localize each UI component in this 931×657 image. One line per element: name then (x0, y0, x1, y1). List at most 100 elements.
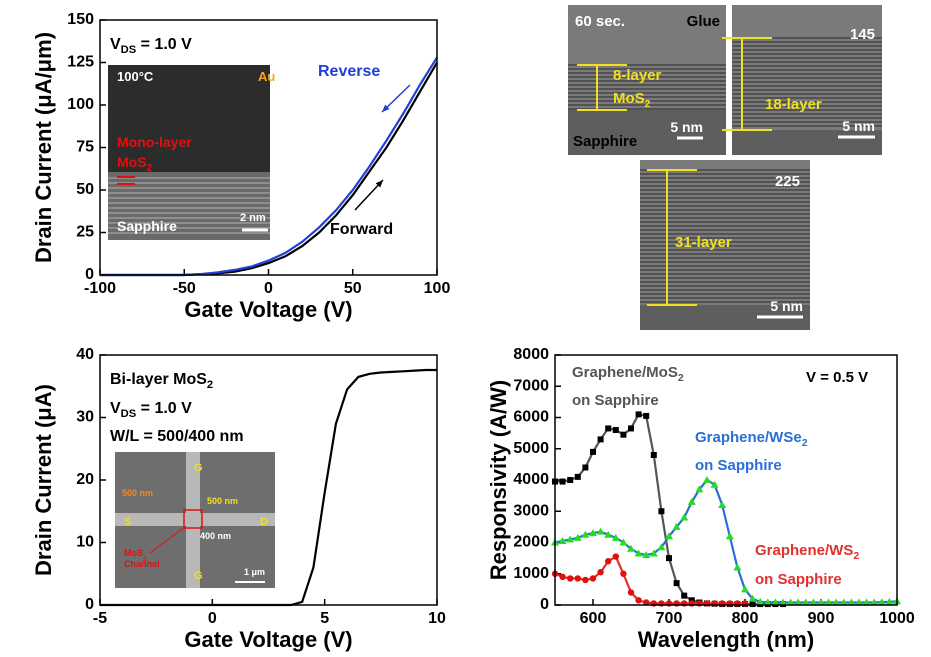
annotation-part: 31-layer (675, 234, 732, 251)
x-tick-label: 700 (656, 610, 683, 627)
x-tick-label: 800 (732, 610, 759, 627)
y-tick-label: 0 (85, 266, 94, 283)
marker (649, 549, 658, 557)
marker (567, 575, 574, 582)
annotation: S (124, 516, 131, 528)
x-tick-label: 100 (424, 280, 451, 297)
x-tick-label: 1000 (879, 610, 915, 627)
marker (703, 476, 711, 483)
x-axis-title: Gate Voltage (V) (184, 297, 352, 322)
marker (612, 427, 619, 433)
marker (756, 597, 765, 605)
annotation: 1 μm (244, 567, 265, 577)
y-tick-label: 100 (67, 96, 94, 113)
annotation: on Sapphire (572, 392, 659, 409)
marker (817, 598, 825, 606)
y-tick-label: 1000 (513, 565, 549, 582)
annotation: 5 nm (770, 298, 803, 314)
y-tick-label: 125 (67, 54, 94, 71)
inset-electrode (115, 513, 275, 526)
x-tick-label: 50 (344, 280, 362, 297)
annotation-part: D (260, 516, 268, 528)
y-tick-label: 50 (76, 181, 94, 198)
annotation-part: DS (121, 44, 137, 56)
x-tick-label: 0 (208, 610, 217, 627)
y-tick-label: 40 (76, 346, 94, 363)
annotation: Channel (124, 559, 160, 569)
annotation: MoS2 (117, 154, 153, 174)
annotation-part: S (124, 516, 131, 528)
annotation: 500 nm (122, 488, 153, 498)
marker (573, 533, 582, 541)
marker (687, 497, 696, 505)
marker (847, 598, 856, 606)
marker (611, 533, 620, 541)
marker (870, 598, 879, 606)
tem-substrate (732, 130, 882, 155)
x-tick-label: 10 (428, 610, 446, 627)
annotation-part: 2 (147, 163, 153, 174)
annotation-part: Graphene/MoS (572, 364, 678, 381)
y-tick-label: 0 (85, 596, 94, 613)
annotation-part: 225 (775, 173, 800, 190)
annotation-part: Sapphire (117, 218, 177, 234)
annotation: 8-layer (613, 67, 662, 84)
marker (589, 575, 597, 582)
marker (673, 580, 680, 587)
y-tick-label: 8000 (513, 346, 549, 363)
annotation: 145 (850, 26, 875, 43)
marker (885, 597, 894, 605)
y-tick-label: 4000 (513, 471, 549, 488)
plot-frame (99, 354, 438, 606)
annotation-part: Channel (124, 559, 160, 569)
marker (628, 425, 634, 432)
annotation-part: 8-layer (613, 67, 662, 84)
y-tick-label: 7000 (513, 377, 549, 394)
annotation-part: Mono-layer (117, 134, 192, 150)
annotation: 500 nm (207, 496, 238, 506)
marker (582, 576, 589, 584)
marker (559, 478, 566, 485)
x-tick-label: 600 (580, 610, 607, 627)
marker (574, 473, 581, 480)
marker (590, 448, 596, 455)
marker (635, 597, 642, 604)
x-tick-label: 900 (808, 610, 835, 627)
inset-pointer (149, 525, 187, 554)
annotation: 5 nm (842, 118, 875, 134)
annotation: on Sapphire (695, 457, 782, 474)
annotation-part: 2 (678, 372, 684, 384)
marker (839, 598, 848, 606)
annotation-part: 500 nm (207, 496, 238, 506)
annotation: 60 sec. (575, 13, 625, 30)
annotation: on Sapphire (755, 571, 842, 588)
series-line (554, 478, 898, 604)
annotation: Graphene/WS2 (755, 542, 859, 562)
tem-substrate (568, 110, 726, 155)
annotation-part: V (110, 400, 121, 417)
marker (612, 553, 619, 560)
annotation-part: Reverse (318, 63, 380, 80)
y-tick-label: 25 (76, 224, 94, 241)
annotation: W/L = 500/400 nm (110, 428, 244, 445)
y-tick-label: 6000 (513, 409, 549, 426)
marker (733, 563, 742, 571)
marker (658, 508, 665, 515)
annotation: Forward (330, 221, 393, 238)
annotation-part: 400 nm (200, 531, 231, 541)
annotation-part: Glue (687, 13, 720, 30)
annotation-part: 2 nm (240, 212, 266, 224)
annotation-part: G (194, 462, 203, 474)
marker (681, 592, 688, 599)
annotation: VDS = 1.0 V (110, 36, 192, 56)
annotation: Sapphire (117, 218, 177, 234)
annotation-part: 18-layer (765, 96, 822, 113)
annotation-part: = 1.0 V (136, 36, 192, 53)
annotation: 400 nm (200, 531, 231, 541)
y-tick-label: 2000 (513, 534, 549, 551)
annotation-part: on Sapphire (572, 392, 659, 409)
marker (771, 598, 780, 606)
annotation: MoS2 (613, 90, 651, 110)
annotation-part: = 1.0 V (136, 400, 192, 417)
marker (809, 598, 818, 606)
